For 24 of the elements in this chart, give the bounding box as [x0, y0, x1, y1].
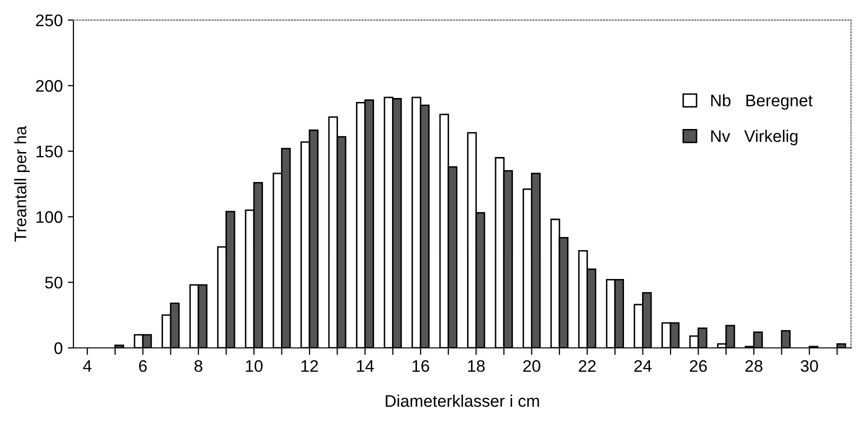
- x-tick-label: 30: [800, 360, 818, 372]
- x-tick-label: 28: [745, 360, 762, 372]
- y-tick-label: 0: [54, 342, 62, 354]
- x-tick-label: 8: [194, 360, 202, 372]
- x-tick-label: 18: [468, 360, 485, 372]
- y-tick-label: 150: [36, 146, 62, 158]
- legend-label: Nv Virkelig: [711, 130, 798, 146]
- x-tick-label: 22: [578, 360, 596, 372]
- x-tick-label: 10: [246, 360, 263, 372]
- y-tick-label: 250: [36, 14, 62, 26]
- x-tick-label: 26: [690, 360, 707, 372]
- x-tick-label: 24: [634, 360, 652, 372]
- y-axis-title: Treantall per ha: [14, 126, 30, 242]
- x-tick-label: 6: [139, 360, 147, 372]
- x-tick-label: 12: [302, 360, 318, 372]
- x-tick-label: 16: [412, 360, 430, 372]
- y-tick-label: 200: [36, 80, 62, 92]
- x-tick-label: 14: [357, 360, 374, 372]
- y-tick-label: 100: [36, 211, 62, 223]
- x-axis-title: Diameterklasser i cm: [386, 394, 539, 407]
- legend-label: Nb Beregnet: [711, 94, 813, 110]
- x-tick-label: 20: [523, 360, 540, 372]
- x-tick-label: 4: [83, 360, 92, 372]
- y-tick-label: 50: [45, 276, 62, 289]
